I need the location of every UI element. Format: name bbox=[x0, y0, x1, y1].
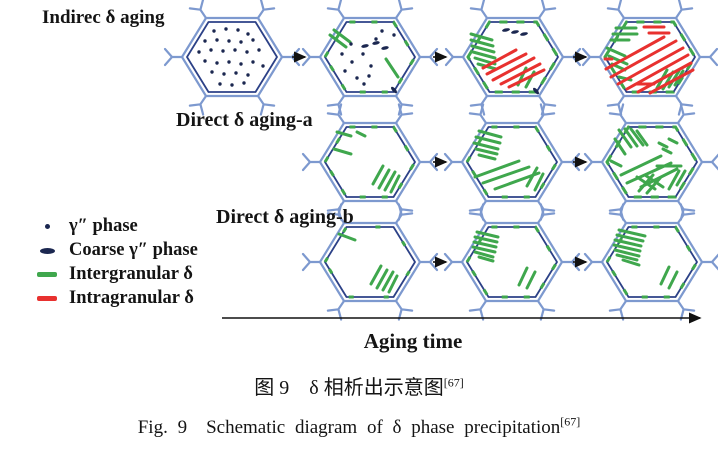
coarse-gamma-ellipses bbox=[361, 41, 397, 94]
legend-item-intragranular-delta: Intragranular δ bbox=[28, 287, 198, 310]
legend-item-gamma-phase: γ″ phase bbox=[28, 215, 198, 238]
caption-chinese: 图 9 δ 相析出示意图[67] bbox=[0, 371, 718, 400]
hexagon-direct-b-stage-2 bbox=[445, 204, 579, 319]
hexagon-indirect-stage-3 bbox=[446, 0, 580, 115]
caption-english: Fig. 9 Schematic diagram of δ phase prec… bbox=[0, 412, 718, 439]
coarse-gamma-ellipses bbox=[502, 28, 539, 95]
hexagon-direct-b-stage-3 bbox=[585, 204, 718, 319]
hexagon-direct-a-stage-1 bbox=[303, 104, 437, 219]
hexagon-indirect-stage-2 bbox=[303, 0, 437, 115]
gamma-dot-icon bbox=[44, 224, 50, 229]
legend-label: Intragranular δ bbox=[69, 288, 194, 308]
hexagon-indirect-stage-4 bbox=[583, 0, 717, 115]
hexagon-indirect-stage-1 bbox=[165, 0, 299, 115]
caption-zh-text: 图 9 δ 相析出示意图 bbox=[254, 377, 444, 399]
legend-label: Intergranular δ bbox=[69, 264, 193, 284]
stage-arrows bbox=[292, 51, 588, 268]
row-label-direct-aging-a: Direct δ aging-a bbox=[176, 109, 313, 131]
row-label-indirect-aging: Indirec δ aging bbox=[42, 7, 165, 28]
hexagon-direct-a-stage-3 bbox=[585, 104, 718, 219]
caption-zh-reference: [67] bbox=[443, 375, 464, 390]
legend-item-intergranular-delta: Intergranular δ bbox=[28, 263, 198, 286]
delta-precipitation-diagram bbox=[0, 0, 718, 324]
coarse-gamma-ellipse-icon bbox=[39, 247, 55, 254]
hexagon-direct-b-stage-1 bbox=[303, 204, 437, 319]
red-bar-icon bbox=[37, 296, 57, 301]
gamma-dots bbox=[197, 27, 265, 87]
caption-en-reference: [67] bbox=[560, 414, 581, 429]
hexagon-direct-a-stage-2 bbox=[445, 104, 579, 219]
legend-item-coarse-gamma-phase: Coarse γ″ phase bbox=[28, 239, 198, 262]
row-label-direct-aging-b: Direct δ aging-b bbox=[216, 206, 354, 228]
gamma-dots bbox=[340, 29, 396, 86]
green-bar-icon bbox=[37, 272, 57, 277]
caption-en-text: Fig. 9 Schematic diagram of δ phase prec… bbox=[137, 417, 561, 438]
legend-label: γ″ phase bbox=[69, 216, 138, 236]
aging-time-axis-label: Aging time bbox=[363, 329, 463, 353]
legend-label: Coarse γ″ phase bbox=[69, 240, 198, 260]
legend: γ″ phase Coarse γ″ phase Intergranular δ… bbox=[28, 215, 198, 310]
